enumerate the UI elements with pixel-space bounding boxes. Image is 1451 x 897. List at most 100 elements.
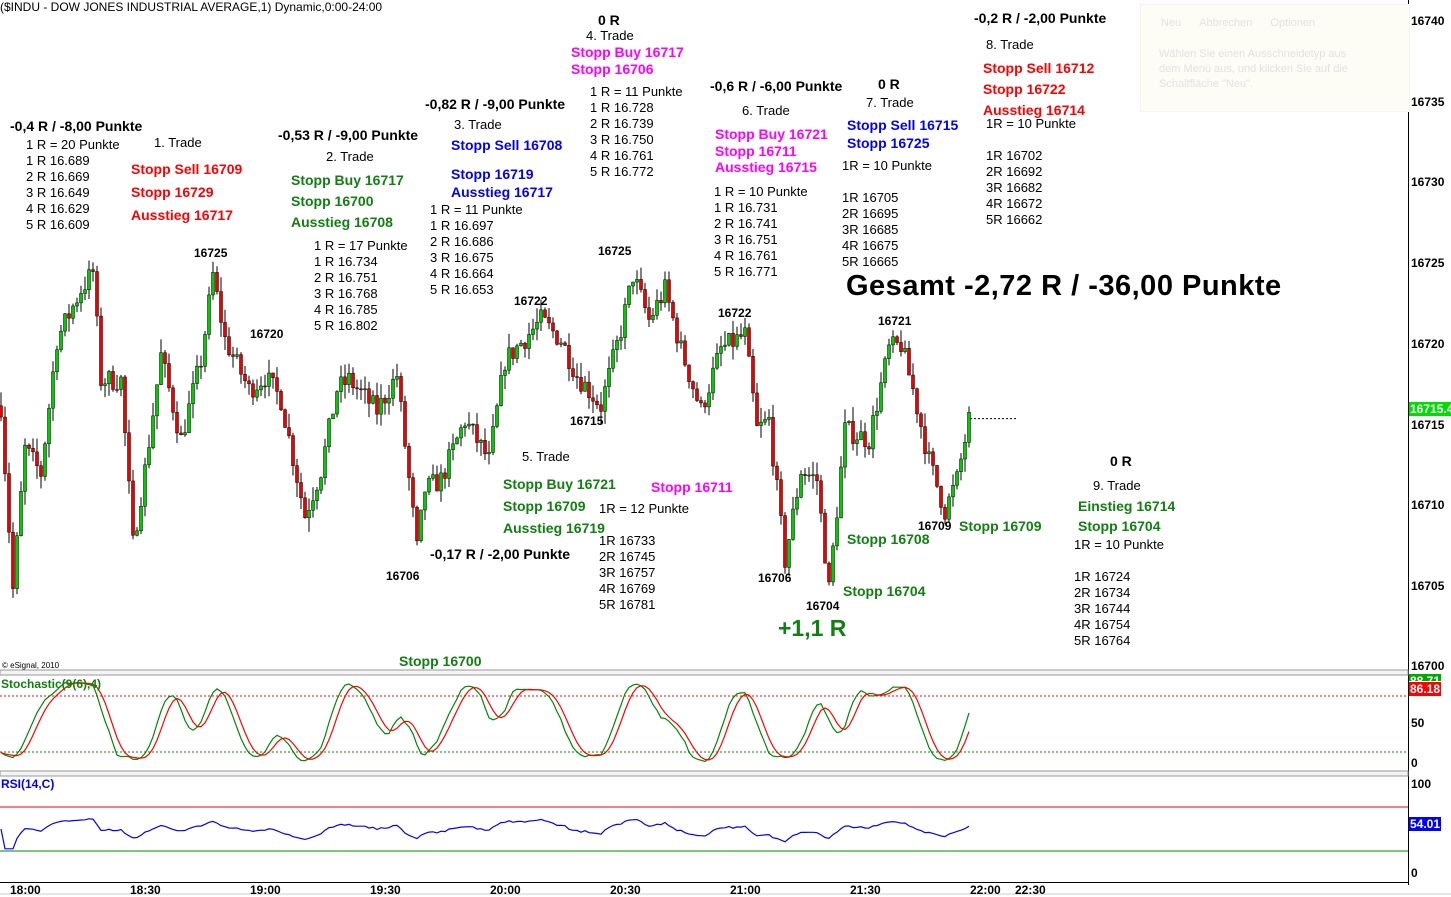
- candle-body: [523, 342, 527, 349]
- annotation-line: 5R 16665: [842, 254, 899, 269]
- candle-body: [579, 377, 583, 392]
- candle-body: [855, 439, 859, 444]
- candle-body: [251, 383, 255, 398]
- candle-body: [287, 427, 291, 436]
- annotation-line: Ausstieg 16717: [451, 184, 553, 200]
- annotation-b7l: 1R 16705 2R 16695 3R 16685 4R 16675 5R 16665: [842, 190, 898, 270]
- candle-body: [471, 423, 475, 426]
- candle-body: [343, 376, 347, 385]
- annotation-line: 1 R 16.728: [590, 100, 654, 115]
- candle-body: [727, 333, 731, 346]
- annotation-line: Stopp 16729: [131, 184, 214, 200]
- y-tick: 16710: [1411, 498, 1445, 512]
- candle-body: [891, 336, 895, 346]
- annotation-line: 5 R 16.772: [590, 164, 654, 179]
- candle-body: [515, 345, 519, 359]
- annotation-b3o2: Stopp 16719 Ausstieg 16717: [451, 165, 553, 201]
- candle-body: [739, 334, 743, 337]
- candle-body: [315, 489, 319, 501]
- candle-body: [35, 451, 39, 466]
- candle-body: [575, 376, 579, 378]
- annotation-b9a: 1R = 10 Punkte: [1074, 537, 1164, 553]
- candle-body: [747, 327, 751, 357]
- candle-body: [147, 447, 151, 466]
- price-label: 16704: [806, 599, 840, 613]
- annotation-line: 1 R = 11 Punkte: [430, 202, 523, 217]
- candle-body: [635, 279, 639, 283]
- candle-body: [119, 376, 123, 390]
- annotation-line: Stopp Buy 16721: [715, 126, 828, 142]
- candle-body: [335, 391, 339, 415]
- x-tick: 20:30: [610, 883, 641, 897]
- candle-body: [211, 272, 215, 296]
- candle-body: [823, 512, 827, 564]
- candle-body: [519, 342, 523, 347]
- candle-body: [819, 480, 823, 514]
- x-tick: 19:00: [250, 883, 281, 897]
- candle-body: [367, 388, 371, 404]
- annotation-line: 5 R 16.802: [314, 318, 378, 333]
- new-button[interactable]: Neu: [1161, 17, 1182, 29]
- annotation-line: 1R = 12 Punkte: [599, 501, 689, 516]
- annotation-line: Stopp Sell 16712: [983, 60, 1095, 76]
- annotation-b5o: Stopp Buy 16721 Stopp 16709 Ausstieg 1671…: [503, 473, 616, 539]
- annotation-line: Stopp Sell 16715: [847, 117, 959, 133]
- annotation-b1l: 1 R = 20 Punkte 1 R 16.689 2 R 16.669 3 R 1…: [26, 137, 120, 233]
- options-button[interactable]: Optionen: [1270, 17, 1316, 29]
- rsi-tick: 0: [1411, 866, 1418, 880]
- y-tick: 16735: [1411, 95, 1445, 109]
- annotation-b5r: -0,17 R / -2,00 Punkte: [430, 546, 570, 562]
- candle-body: [403, 401, 407, 447]
- annotation-line: 1R 16702: [986, 148, 1043, 163]
- candle-body: [151, 415, 155, 448]
- annotation-line: Stopp 16722: [983, 81, 1066, 97]
- annotation-b3t: 3. Trade: [454, 117, 502, 133]
- annotation-line: Stopp 16700: [399, 653, 482, 669]
- stochastic-label: Stochastic(9(6),4): [1, 677, 102, 691]
- cancel-button[interactable]: Abbrechen: [1199, 17, 1253, 29]
- annotation-line: Gesamt -2,72 R / -36,00 Punkte: [846, 270, 1282, 302]
- candle-body: [131, 480, 135, 536]
- annotation-line: 4R 16675: [842, 238, 899, 253]
- y-tick: 16705: [1411, 579, 1445, 593]
- price-label: 16706: [386, 569, 420, 583]
- candle-body: [639, 279, 643, 290]
- annotation-b6l: 1 R = 10 Punkte 1 R 16.731 2 R 16.741 3 R 1…: [714, 184, 808, 280]
- candle-body: [39, 465, 43, 477]
- candle-body: [495, 405, 499, 427]
- candle-body: [95, 271, 99, 317]
- candle-body: [399, 376, 403, 402]
- annotation-line: 3 R 16.750: [590, 132, 654, 147]
- candle-body: [939, 486, 943, 508]
- annotation-line: -0,2 R / -2,00 Punkte: [974, 10, 1107, 26]
- candle-body: [647, 307, 651, 320]
- annotation-line: Stopp Buy 16721: [503, 476, 616, 492]
- annotation-line: 9. Trade: [1093, 478, 1141, 493]
- annotation-line: 6. Trade: [742, 103, 790, 118]
- candle-body: [199, 365, 203, 368]
- annotation-line: Stopp 16711: [715, 142, 797, 159]
- candle-body: [239, 354, 243, 375]
- candle-body: [783, 515, 787, 568]
- annotation-line: 7. Trade: [866, 95, 914, 110]
- annotation-b5a: 1R = 12 Punkte: [599, 501, 689, 517]
- annotation-b7r: 0 R: [878, 76, 900, 92]
- chart-title: ($INDU - DOW JONES INDUSTRIAL AVERAGE,1)…: [0, 0, 383, 14]
- annotation-line: 0 R: [1110, 453, 1132, 469]
- candle-body: [867, 446, 871, 450]
- candle-body: [179, 432, 183, 436]
- annotation-line: 0 R: [878, 76, 900, 92]
- candle-body: [395, 376, 399, 380]
- candle-body: [695, 388, 699, 401]
- annotation-s16708: Stopp 16708: [847, 531, 929, 547]
- candle-body: [231, 354, 235, 357]
- candle-body: [31, 448, 35, 453]
- candle-body: [203, 334, 207, 367]
- annotation-b3l: 1 R = 11 Punkte 1 R 16.697 2 R 16.686 3 R 1…: [430, 202, 523, 298]
- annotation-b1r: -0,4 R / -8,00 Punkte: [10, 118, 142, 134]
- annotation-line: 0 R: [598, 12, 620, 28]
- annotation-line: 2 R 16.741: [714, 216, 778, 231]
- annotation-line: 4 R 16.629: [26, 201, 90, 216]
- annotation-line: 4 R 16.761: [590, 148, 654, 163]
- candle-body: [427, 477, 431, 493]
